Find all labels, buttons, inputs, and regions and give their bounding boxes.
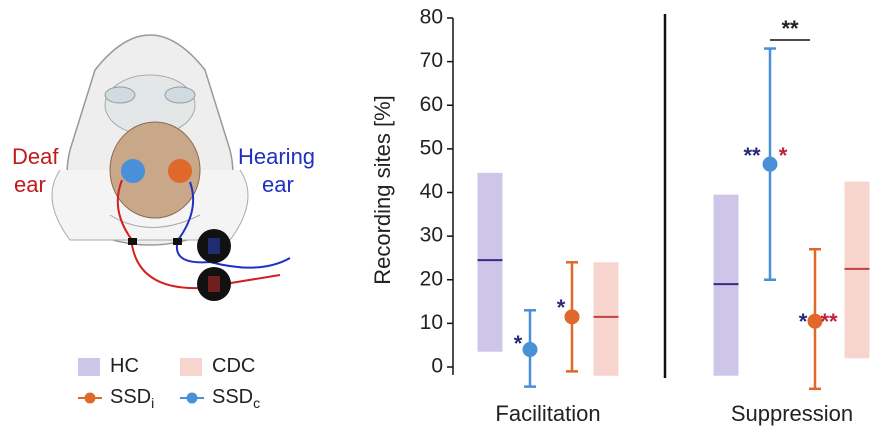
significance-marker: ** [781, 16, 799, 41]
y-tick-label: 30 [420, 224, 443, 247]
hearing-label: ear [262, 172, 294, 197]
point [564, 309, 580, 325]
significance-marker: * [779, 143, 788, 168]
significance-marker: * [514, 331, 523, 356]
y-tick-label: 60 [420, 93, 443, 116]
significance-marker: ** [743, 143, 761, 168]
point [807, 313, 823, 329]
legend-name: CDC [212, 355, 255, 377]
legend-label: CDC [212, 355, 255, 377]
legend-swatch [186, 392, 198, 404]
legend-subscript: c [253, 395, 260, 411]
point [522, 342, 538, 358]
legend-swatch [180, 358, 202, 376]
x-category-label: Facilitation [495, 401, 600, 426]
legend-label: HC [110, 355, 139, 377]
y-tick-label: 70 [420, 49, 443, 72]
legend-swatch [84, 392, 96, 404]
legend-name: HC [110, 355, 139, 377]
range-band [713, 194, 739, 376]
deaf-label: Deaf [12, 144, 59, 169]
significance-marker: * [799, 309, 808, 334]
y-tick-label: 80 [420, 6, 443, 29]
range-band [477, 172, 503, 352]
significance-marker: ** [820, 309, 838, 334]
point [762, 156, 778, 172]
deaf-label: ear [14, 172, 46, 197]
x-category-label: Suppression [731, 401, 853, 426]
legend-label: SSDi [110, 386, 154, 410]
legend-subscript: i [151, 395, 154, 411]
significance-marker: * [557, 295, 566, 320]
y-tick-label: 10 [420, 311, 443, 334]
legend-name: SSD [110, 386, 151, 408]
y-tick-label: 0 [431, 355, 443, 378]
legend-swatch [78, 358, 100, 376]
y-tick-label: 40 [420, 180, 443, 203]
range-band [593, 262, 619, 376]
y-axis-label: Recording sites [%] [370, 95, 395, 285]
legend-label: SSDc [212, 386, 260, 410]
y-tick-label: 50 [420, 136, 443, 159]
range-band [844, 181, 870, 359]
hearing-label: Hearing [238, 144, 315, 169]
rat-illustration [51, 34, 291, 301]
legend-name: SSD [212, 386, 253, 408]
y-tick-label: 20 [420, 267, 443, 290]
